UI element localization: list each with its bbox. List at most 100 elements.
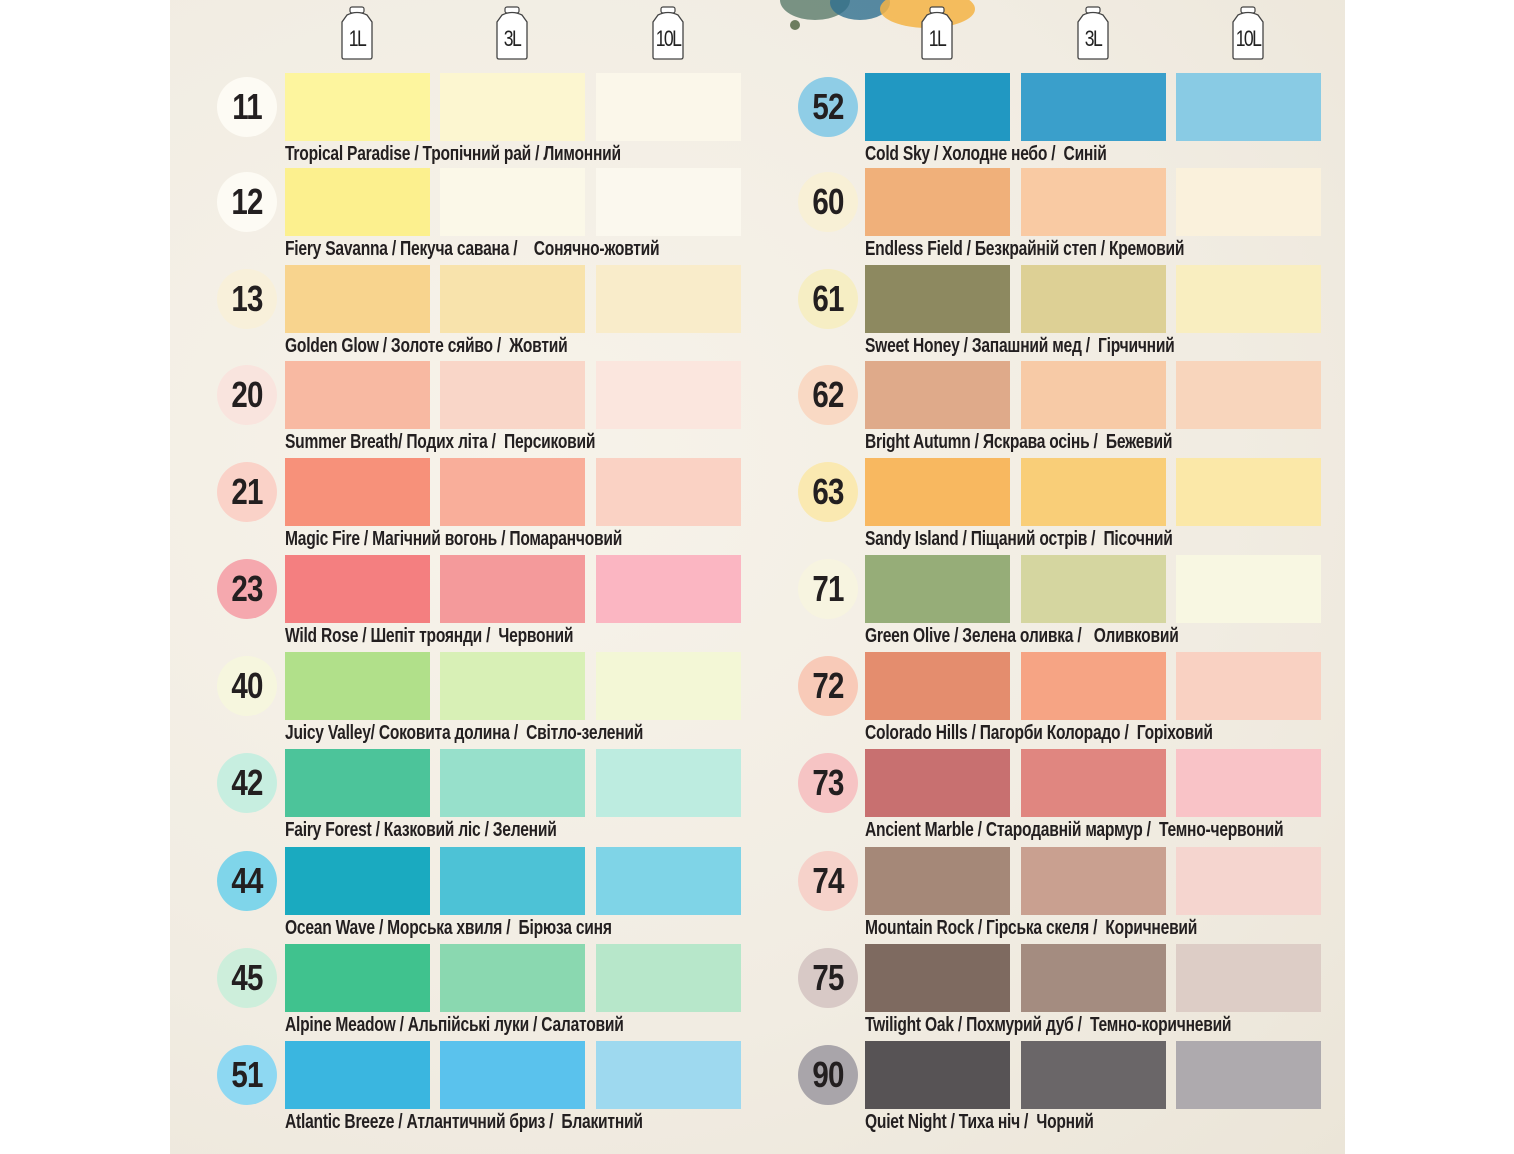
color-swatch-3l bbox=[440, 555, 585, 623]
color-row-12: 12 Fiery Savanna / Пекуча савана / Сонячн… bbox=[170, 168, 1345, 260]
color-number-badge: 74 bbox=[798, 851, 858, 911]
color-swatch-1l bbox=[285, 652, 430, 720]
bottle-icon-3l: 3L bbox=[1075, 6, 1111, 60]
color-number: 45 bbox=[231, 957, 263, 998]
color-swatch-10l bbox=[596, 73, 741, 141]
color-number-badge: 60 bbox=[798, 172, 858, 232]
color-name-label: Atlantic Breeze / Атлантичний бриз / Бла… bbox=[285, 1111, 643, 1133]
color-name-label: Sweet Honey / Запашний мед / Гірчичний bbox=[865, 335, 1175, 357]
color-name-label: Bright Autumn / Яскрава осінь / Бежевий bbox=[865, 431, 1173, 453]
color-swatch-10l bbox=[596, 458, 741, 526]
color-number: 52 bbox=[812, 86, 844, 127]
color-name-label: Magic Fire / Магічний вогонь / Помаранчо… bbox=[285, 528, 623, 550]
color-swatch-10l bbox=[1176, 73, 1321, 141]
color-number: 21 bbox=[231, 471, 263, 512]
color-swatch-10l bbox=[1176, 265, 1321, 333]
color-number-badge: 12 bbox=[217, 172, 277, 232]
color-number-badge: 40 bbox=[217, 656, 277, 716]
color-swatch-3l bbox=[1021, 847, 1166, 915]
color-swatch-3l bbox=[440, 944, 585, 1012]
color-row-60: 60 Endless Field / Безкрайній степ / Крем… bbox=[170, 168, 1345, 260]
color-swatch-1l bbox=[285, 847, 430, 915]
color-number-badge: 45 bbox=[217, 948, 277, 1008]
color-number: 61 bbox=[812, 278, 844, 319]
color-name-label: Alpine Meadow / Альпійські луки / Салато… bbox=[285, 1014, 624, 1036]
color-number-badge: 11 bbox=[217, 77, 277, 137]
color-number: 73 bbox=[812, 762, 844, 803]
color-swatch-1l bbox=[285, 555, 430, 623]
color-row-74: 74 Mountain Rock / Гірська скеля / Коричн… bbox=[170, 847, 1345, 939]
color-number-badge: 71 bbox=[798, 559, 858, 619]
color-number: 90 bbox=[812, 1054, 844, 1095]
color-number: 40 bbox=[231, 665, 263, 706]
color-swatch-3l bbox=[440, 847, 585, 915]
volume-label: 3L bbox=[503, 26, 522, 51]
color-number: 71 bbox=[812, 568, 844, 609]
color-swatch-1l bbox=[865, 265, 1010, 333]
color-swatch-10l bbox=[596, 749, 741, 817]
color-name-label: Summer Breath/ Подих літа / Персиковий bbox=[285, 431, 596, 453]
color-row-11: 11 Tropical Paradise / Тропічний рай / Ли… bbox=[170, 73, 1345, 165]
bottle-icon-3l: 3L bbox=[494, 6, 530, 60]
color-row-62: 62 Bright Autumn / Яскрава осінь / Бежеви… bbox=[170, 361, 1345, 453]
color-swatch-1l bbox=[865, 944, 1010, 1012]
bottle-icon-10l: 10L bbox=[650, 6, 686, 60]
color-row-23: 23 Wild Rose / Шепіт троянди / Червоний bbox=[170, 555, 1345, 647]
color-swatch-3l bbox=[1021, 749, 1166, 817]
color-number-badge: 73 bbox=[798, 753, 858, 813]
color-name-label: Cold Sky / Холодне небо / Синій bbox=[865, 143, 1107, 165]
color-row-13: 13 Golden Glow / Золоте сяйво / Жовтий bbox=[170, 265, 1345, 357]
color-swatch-10l bbox=[596, 1041, 741, 1109]
color-number: 13 bbox=[231, 278, 263, 319]
color-number-badge: 21 bbox=[217, 462, 277, 522]
color-number-badge: 20 bbox=[217, 365, 277, 425]
color-swatch-1l bbox=[285, 168, 430, 236]
color-row-90: 90 Quiet Night / Тиха ніч / Чорний bbox=[170, 1041, 1345, 1133]
color-row-42: 42 Fairy Forest / Казковий ліс / Зелений bbox=[170, 749, 1345, 841]
color-swatch-10l bbox=[1176, 361, 1321, 429]
color-name-label: Fiery Savanna / Пекуча савана / Сонячно-… bbox=[285, 238, 660, 260]
color-swatch-1l bbox=[865, 652, 1010, 720]
color-swatch-3l bbox=[440, 749, 585, 817]
color-number-badge: 13 bbox=[217, 269, 277, 329]
color-swatch-3l bbox=[1021, 73, 1166, 141]
color-name-label: Wild Rose / Шепіт троянди / Червоний bbox=[285, 625, 574, 647]
color-number: 63 bbox=[812, 471, 844, 512]
color-swatch-3l bbox=[1021, 168, 1166, 236]
volume-label: 1L bbox=[928, 26, 947, 51]
color-name-label: Ocean Wave / Морська хвиля / Бірюза синя bbox=[285, 917, 612, 939]
color-swatch-10l bbox=[1176, 458, 1321, 526]
color-swatch-3l bbox=[1021, 1041, 1166, 1109]
volume-label: 10L bbox=[655, 26, 682, 51]
color-swatch-3l bbox=[1021, 652, 1166, 720]
volume-label: 3L bbox=[1084, 26, 1103, 51]
color-row-44: 44 Ocean Wave / Морська хвиля / Бірюза си… bbox=[170, 847, 1345, 939]
color-swatch-3l bbox=[1021, 944, 1166, 1012]
color-number-badge: 52 bbox=[798, 77, 858, 137]
color-row-40: 40 Juicy Valley/ Соковита долина / Світло… bbox=[170, 652, 1345, 744]
bottle-icon-10l: 10L bbox=[1230, 6, 1266, 60]
color-number-badge: 51 bbox=[217, 1045, 277, 1105]
color-swatch-10l bbox=[1176, 749, 1321, 817]
color-number-badge: 61 bbox=[798, 269, 858, 329]
color-number-badge: 42 bbox=[217, 753, 277, 813]
color-swatch-1l bbox=[865, 1041, 1010, 1109]
color-swatch-1l bbox=[285, 458, 430, 526]
color-row-51: 51 Atlantic Breeze / Атлантичний бриз / Б… bbox=[170, 1041, 1345, 1133]
color-number-badge: 72 bbox=[798, 656, 858, 716]
color-swatch-10l bbox=[1176, 944, 1321, 1012]
color-swatch-3l bbox=[440, 652, 585, 720]
color-swatch-3l bbox=[440, 1041, 585, 1109]
color-name-label: Sandy Island / Піщаний острів / Пісочний bbox=[865, 528, 1173, 550]
color-swatch-1l bbox=[285, 361, 430, 429]
color-swatch-10l bbox=[1176, 1041, 1321, 1109]
color-swatch-1l bbox=[865, 361, 1010, 429]
color-number-badge: 23 bbox=[217, 559, 277, 619]
color-number-badge: 44 bbox=[217, 851, 277, 911]
color-number: 60 bbox=[812, 181, 844, 222]
color-swatch-3l bbox=[1021, 361, 1166, 429]
color-swatch-1l bbox=[865, 168, 1010, 236]
color-number-badge: 75 bbox=[798, 948, 858, 1008]
color-swatch-1l bbox=[865, 847, 1010, 915]
color-row-45: 45 Alpine Meadow / Альпійські луки / Сала… bbox=[170, 944, 1345, 1036]
